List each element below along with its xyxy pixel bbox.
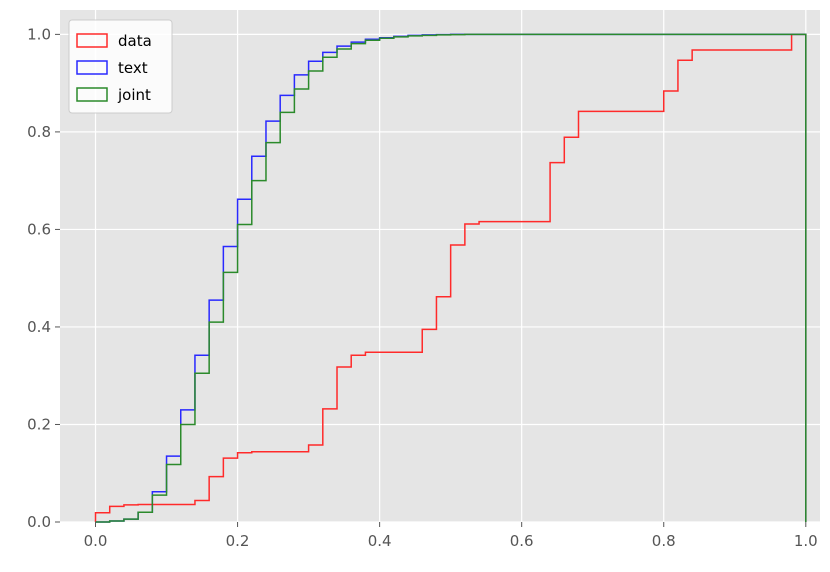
legend-swatch-data [76, 33, 108, 48]
series-line-joint [95, 33, 807, 523]
series-line-data [94, 33, 807, 522]
y-tick-label: 0.4 [27, 318, 51, 336]
legend-label-joint: joint [117, 86, 151, 104]
x-tick-label: 0.2 [226, 532, 250, 550]
x-tick-label: 0.4 [368, 532, 392, 550]
y-tick-label: 0.2 [27, 415, 51, 433]
x-tick-label: 0.8 [652, 532, 676, 550]
legend: data text joint [68, 19, 173, 114]
legend-swatch-text [76, 60, 108, 75]
series-layer [94, 33, 807, 523]
plot-area [60, 10, 820, 522]
x-tick-label: 0.0 [84, 532, 108, 550]
legend-swatch-joint [76, 87, 108, 102]
y-tick-label: 1.0 [27, 25, 51, 43]
y-tick-label: 0.6 [27, 220, 51, 238]
y-tick-label: 0.0 [27, 513, 51, 531]
legend-label-text: text [118, 59, 148, 77]
y-axis: 0.0 0.2 0.4 0.6 0.8 1.0 [27, 25, 60, 531]
legend-label-data: data [118, 32, 152, 50]
x-axis: 0.0 0.2 0.4 0.6 0.8 1.0 [84, 522, 818, 550]
y-tick-label: 0.8 [27, 123, 51, 141]
legend-box [68, 19, 173, 114]
x-tick-label: 0.6 [510, 532, 534, 550]
x-tick-label: 1.0 [794, 532, 818, 550]
